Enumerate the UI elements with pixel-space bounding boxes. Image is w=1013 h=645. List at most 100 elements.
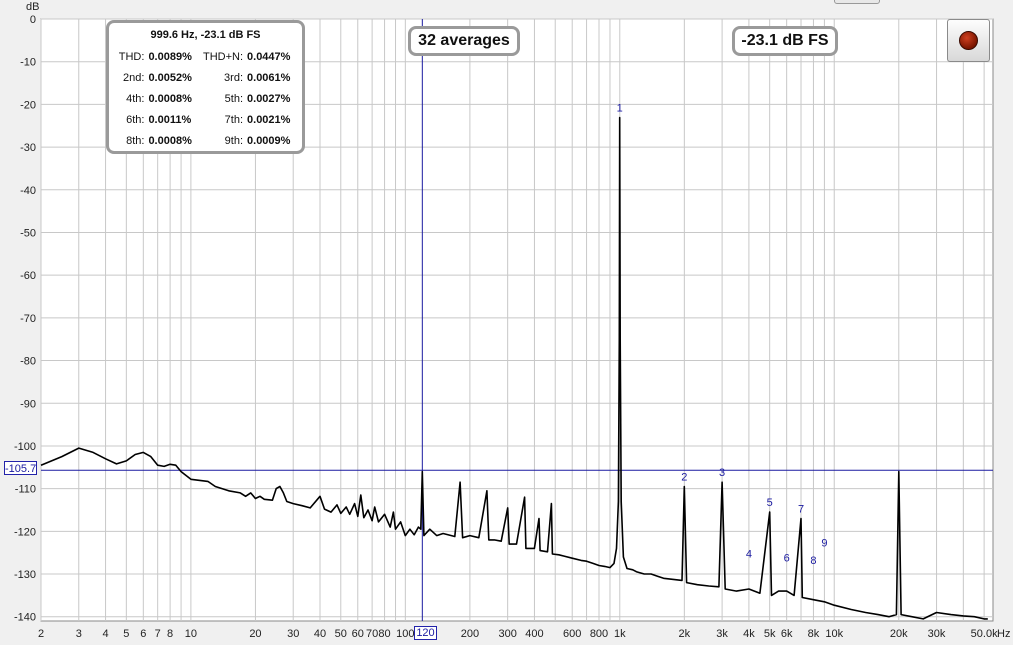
x-tick-label: 1k: [614, 628, 626, 640]
x-tick-label: 50.0k: [971, 628, 998, 640]
y-tick-label: -70: [20, 313, 36, 325]
x-tick-label: 300: [498, 628, 516, 640]
distortion-row: 2nd: 0.0052% 3rd: 0.0061%: [115, 67, 296, 88]
h8-label: 8th:: [126, 134, 145, 147]
h3-value: 0.0061%: [247, 71, 291, 84]
distortion-row: 4th: 0.0008% 5th: 0.0027%: [115, 88, 296, 109]
y-tick-label: 0: [30, 14, 36, 26]
x-tick-label: 7: [155, 628, 161, 640]
x-tick-label: 50: [335, 628, 347, 640]
thd-label: THD:: [118, 50, 145, 63]
y-tick-label: -120: [14, 526, 36, 538]
thd-value: 0.0089%: [148, 50, 192, 63]
h4-value: 0.0008%: [148, 92, 192, 105]
harmonic-marker-label: 6: [784, 553, 790, 565]
x-tick-label: 200: [461, 628, 479, 640]
x-tick-label: 10: [185, 628, 197, 640]
h5-value: 0.0027%: [247, 92, 291, 105]
x-tick-label: 2k: [679, 628, 691, 640]
harmonic-marker-label: 3: [719, 467, 725, 479]
y-tick-labels: 0 -10 -20 -30 -40 -50 -60 -70 -80 -90 -100 -110 -120…: [14, 14, 36, 624]
x-tick-label: 2: [38, 628, 44, 640]
x-tick-label: 4k: [743, 628, 755, 640]
x-tick-label: 30: [287, 628, 299, 640]
h2-value: 0.0052%: [148, 71, 192, 84]
x-tick-label: 5k: [764, 628, 776, 640]
harmonic-marker-label: 5: [767, 497, 773, 509]
cursor-y-readout: -105.7: [4, 461, 37, 475]
spectrum-traces: [40, 116, 988, 620]
y-tick-label: -80: [20, 356, 36, 368]
x-tick-label: 40: [314, 628, 326, 640]
h9-value: 0.0009%: [247, 134, 291, 147]
y-tick-label: -140: [14, 612, 36, 624]
x-tick-label: 600: [563, 628, 581, 640]
record-button[interactable]: [947, 19, 990, 62]
window-tab: [834, 0, 880, 4]
x-tick-label: 60: [352, 628, 364, 640]
h6-label: 6th:: [126, 113, 145, 126]
x-axis-label: Hz: [997, 628, 1010, 640]
x-tick-label: 80: [378, 628, 390, 640]
y-tick-label: -50: [20, 227, 36, 239]
harmonic-marker-label: 8: [810, 555, 816, 567]
y-tick-label: -40: [20, 185, 36, 197]
y-tick-label: -20: [20, 99, 36, 111]
distortion-panel: 999.6 Hz, -23.1 dB FS THD: 0.0089% THD+N…: [106, 20, 305, 154]
x-tick-label: 3: [76, 628, 82, 640]
cursor-x-readout: 120: [414, 626, 437, 640]
x-tick-label: 400: [525, 628, 543, 640]
x-tick-label: 8: [167, 628, 173, 640]
record-icon: [959, 31, 978, 50]
x-tick-label: 6: [140, 628, 146, 640]
x-tick-label: 8k: [808, 628, 820, 640]
y-tick-label: -10: [20, 57, 36, 69]
spectrum-trace: [40, 116, 988, 620]
distortion-table: THD: 0.0089% THD+N: 0.0447% 2nd: 0.0052%…: [115, 46, 296, 151]
h4-label: 4th:: [126, 92, 145, 105]
grid: [40, 18, 993, 621]
distortion-row: 6th: 0.0011% 7th: 0.0021%: [115, 109, 296, 130]
level-indicator: -23.1 dB FS: [732, 26, 838, 56]
distortion-row: THD: 0.0089% THD+N: 0.0447%: [115, 46, 296, 67]
harmonic-marker-label: 9: [821, 538, 827, 550]
thdn-value: 0.0447%: [247, 50, 291, 63]
h5-label: 5th:: [224, 92, 244, 105]
distortion-row: 8th: 0.0008% 9th: 0.0009%: [115, 130, 296, 151]
x-tick-label: 5: [123, 628, 129, 640]
h6-value: 0.0011%: [148, 113, 192, 126]
x-tick-label: 20k: [890, 628, 908, 640]
harmonic-marker-label: 1: [617, 103, 623, 115]
x-tick-label: 70: [366, 628, 378, 640]
y-tick-label: -110: [15, 484, 36, 496]
y-tick-label: -130: [14, 569, 36, 581]
h7-label: 7th:: [224, 113, 244, 126]
h8-value: 0.0008%: [148, 134, 192, 147]
x-tick-label: 10k: [825, 628, 843, 640]
x-tick-label: 4: [102, 628, 108, 640]
x-tick-label: 30k: [928, 628, 946, 640]
harmonic-markers: 1 2 3 4 5 6 7 89: [617, 103, 828, 567]
h2-label: 2nd:: [123, 71, 145, 84]
harmonic-marker-label: 7: [798, 504, 804, 516]
distortion-title: 999.6 Hz, -23.1 dB FS: [150, 29, 261, 41]
y-tick-label: -30: [20, 142, 36, 154]
x-tick-labels: 2 3 4 5 6 7 8 10 20 30 40 50 60 70 80 100 200 300 400 600 80…: [38, 628, 998, 640]
y-tick-label: -60: [20, 270, 36, 282]
x-tick-label: 800: [590, 628, 608, 640]
x-tick-label: 20: [249, 628, 261, 640]
y-axis-label: dB: [26, 1, 39, 13]
thdn-label: THD+N:: [202, 50, 244, 63]
x-tick-label: 100: [396, 628, 414, 640]
y-tick-label: -100: [14, 441, 36, 453]
harmonic-marker-label: 2: [681, 472, 687, 484]
x-tick-label: 6k: [781, 628, 793, 640]
harmonic-marker-label: 4: [746, 548, 752, 560]
x-tick-label: 3k: [716, 628, 728, 640]
y-tick-label: -90: [20, 398, 36, 410]
cursor-crosshair: [41, 19, 993, 621]
averages-indicator: 32 averages: [408, 26, 520, 56]
h3-label: 3rd:: [224, 71, 244, 84]
h9-label: 9th:: [224, 134, 244, 147]
h7-value: 0.0021%: [247, 113, 291, 126]
